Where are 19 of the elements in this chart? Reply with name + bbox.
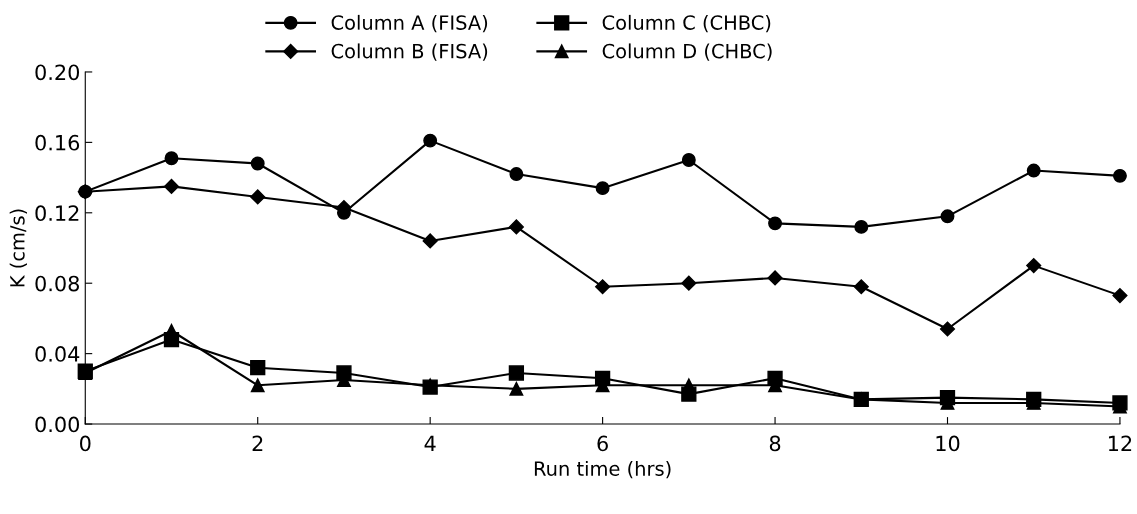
x-tick-label: 4 bbox=[424, 435, 436, 451]
legend-label: Column C (CHBC) bbox=[602, 14, 771, 33]
x-tick-label: 6 bbox=[597, 435, 608, 452]
x-tick-label: 10 bbox=[936, 435, 960, 452]
y-tick-label: 0.20 bbox=[35, 64, 80, 81]
legend-label: Column A (FISA) bbox=[331, 14, 488, 33]
y-tick-label: 0.08 bbox=[35, 275, 79, 292]
x-tick-label: 12 bbox=[1108, 435, 1132, 451]
y-tick-label: 0.16 bbox=[35, 134, 80, 151]
legend-label: Column D (CHBC) bbox=[602, 43, 772, 61]
x-tick-label: 8 bbox=[769, 435, 781, 452]
legend-label: Column B (FISA) bbox=[331, 43, 488, 61]
y-tick-label: 0.04 bbox=[35, 346, 80, 362]
y-tick-label: 0.12 bbox=[35, 205, 79, 222]
x-tick-label: 2 bbox=[252, 435, 263, 451]
y-tick-label: 0.00 bbox=[35, 416, 80, 433]
x-tick-label: 0 bbox=[80, 435, 91, 452]
x-axis-title: Run time (hrs) bbox=[534, 460, 671, 479]
y-axis-title: K (cm/s) bbox=[9, 209, 27, 287]
